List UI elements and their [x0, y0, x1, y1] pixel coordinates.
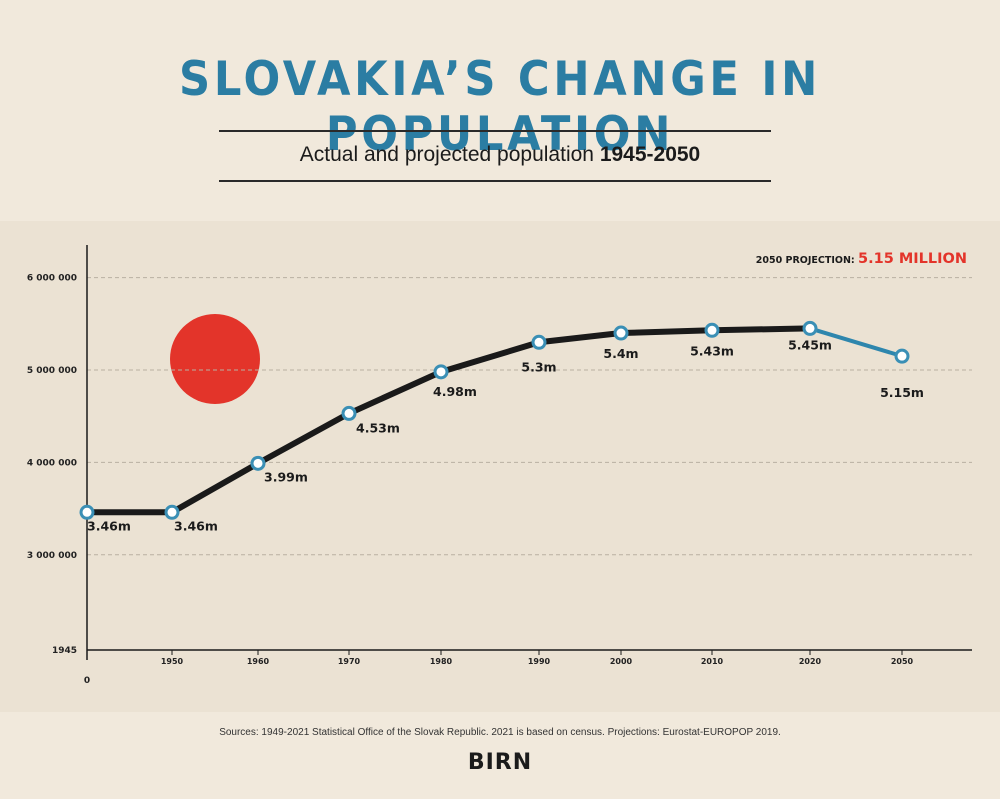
data-label: 3.46m [174, 518, 218, 533]
y-tick-label: 4 000 000 [27, 458, 77, 468]
data-point-marker [164, 504, 180, 520]
data-label: 5.43m [690, 343, 734, 358]
y-axis-bottom-label: 1945 [52, 646, 77, 656]
x-tick-label: 2050 [891, 657, 914, 666]
title-rule-bottom [219, 180, 771, 182]
x-tick-label: 2020 [799, 657, 822, 666]
projected-population-line [808, 326, 904, 359]
birn-logo: BIRN [467, 750, 533, 775]
data-point-marker [250, 455, 266, 471]
page-title: SLOVAKIA’S CHANGE IN POPULATION [178, 52, 821, 162]
data-label: 5.15m [880, 385, 924, 400]
x-tick-label: 1970 [338, 657, 361, 666]
red-sun-decoration [170, 314, 260, 404]
data-point-marker [613, 325, 629, 341]
data-label: 5.45m [788, 337, 832, 352]
y-tick-label: 3 000 000 [27, 551, 77, 561]
origin-label: 0 [84, 676, 90, 686]
data-point-marker [79, 504, 95, 520]
x-tick-label: 1980 [430, 657, 453, 666]
data-label: 4.98m [433, 384, 477, 399]
data-point-marker [433, 364, 449, 380]
x-tick-label: 1950 [161, 657, 184, 666]
chart-panel [0, 221, 1000, 712]
source-note: Sources: 1949-2021 Statistical Office of… [219, 727, 781, 738]
projection-callout: 2050 PROJECTION: 5.15 MILLION [756, 251, 967, 267]
title-rule-top [219, 130, 771, 132]
data-label: 3.46m [87, 518, 131, 533]
y-tick-label: 6 000 000 [27, 274, 77, 284]
x-tick-label: 2000 [610, 657, 633, 666]
data-label: 3.99m [264, 469, 308, 484]
subtitle-years: 1945-2050 [599, 143, 701, 166]
projection-callout-label: 2050 PROJECTION: [756, 255, 858, 266]
page-subtitle: Actual and projected population 1945-205… [0, 143, 1000, 167]
data-point-marker [894, 348, 910, 364]
data-point-marker [341, 405, 357, 421]
x-tick-label: 2010 [701, 657, 724, 666]
data-point-marker [531, 334, 547, 350]
data-label: 5.3m [521, 359, 556, 374]
data-point-marker [802, 320, 818, 336]
data-point-marker [704, 322, 720, 338]
subtitle-text: Actual and projected population [299, 143, 600, 166]
data-label: 4.53m [356, 420, 400, 435]
x-tick-label: 1960 [247, 657, 270, 666]
data-label: 5.4m [603, 346, 638, 361]
projection-callout-value: 5.15 MILLION [858, 251, 967, 267]
x-tick-label: 1990 [528, 657, 551, 666]
y-tick-label: 5 000 000 [27, 366, 77, 376]
